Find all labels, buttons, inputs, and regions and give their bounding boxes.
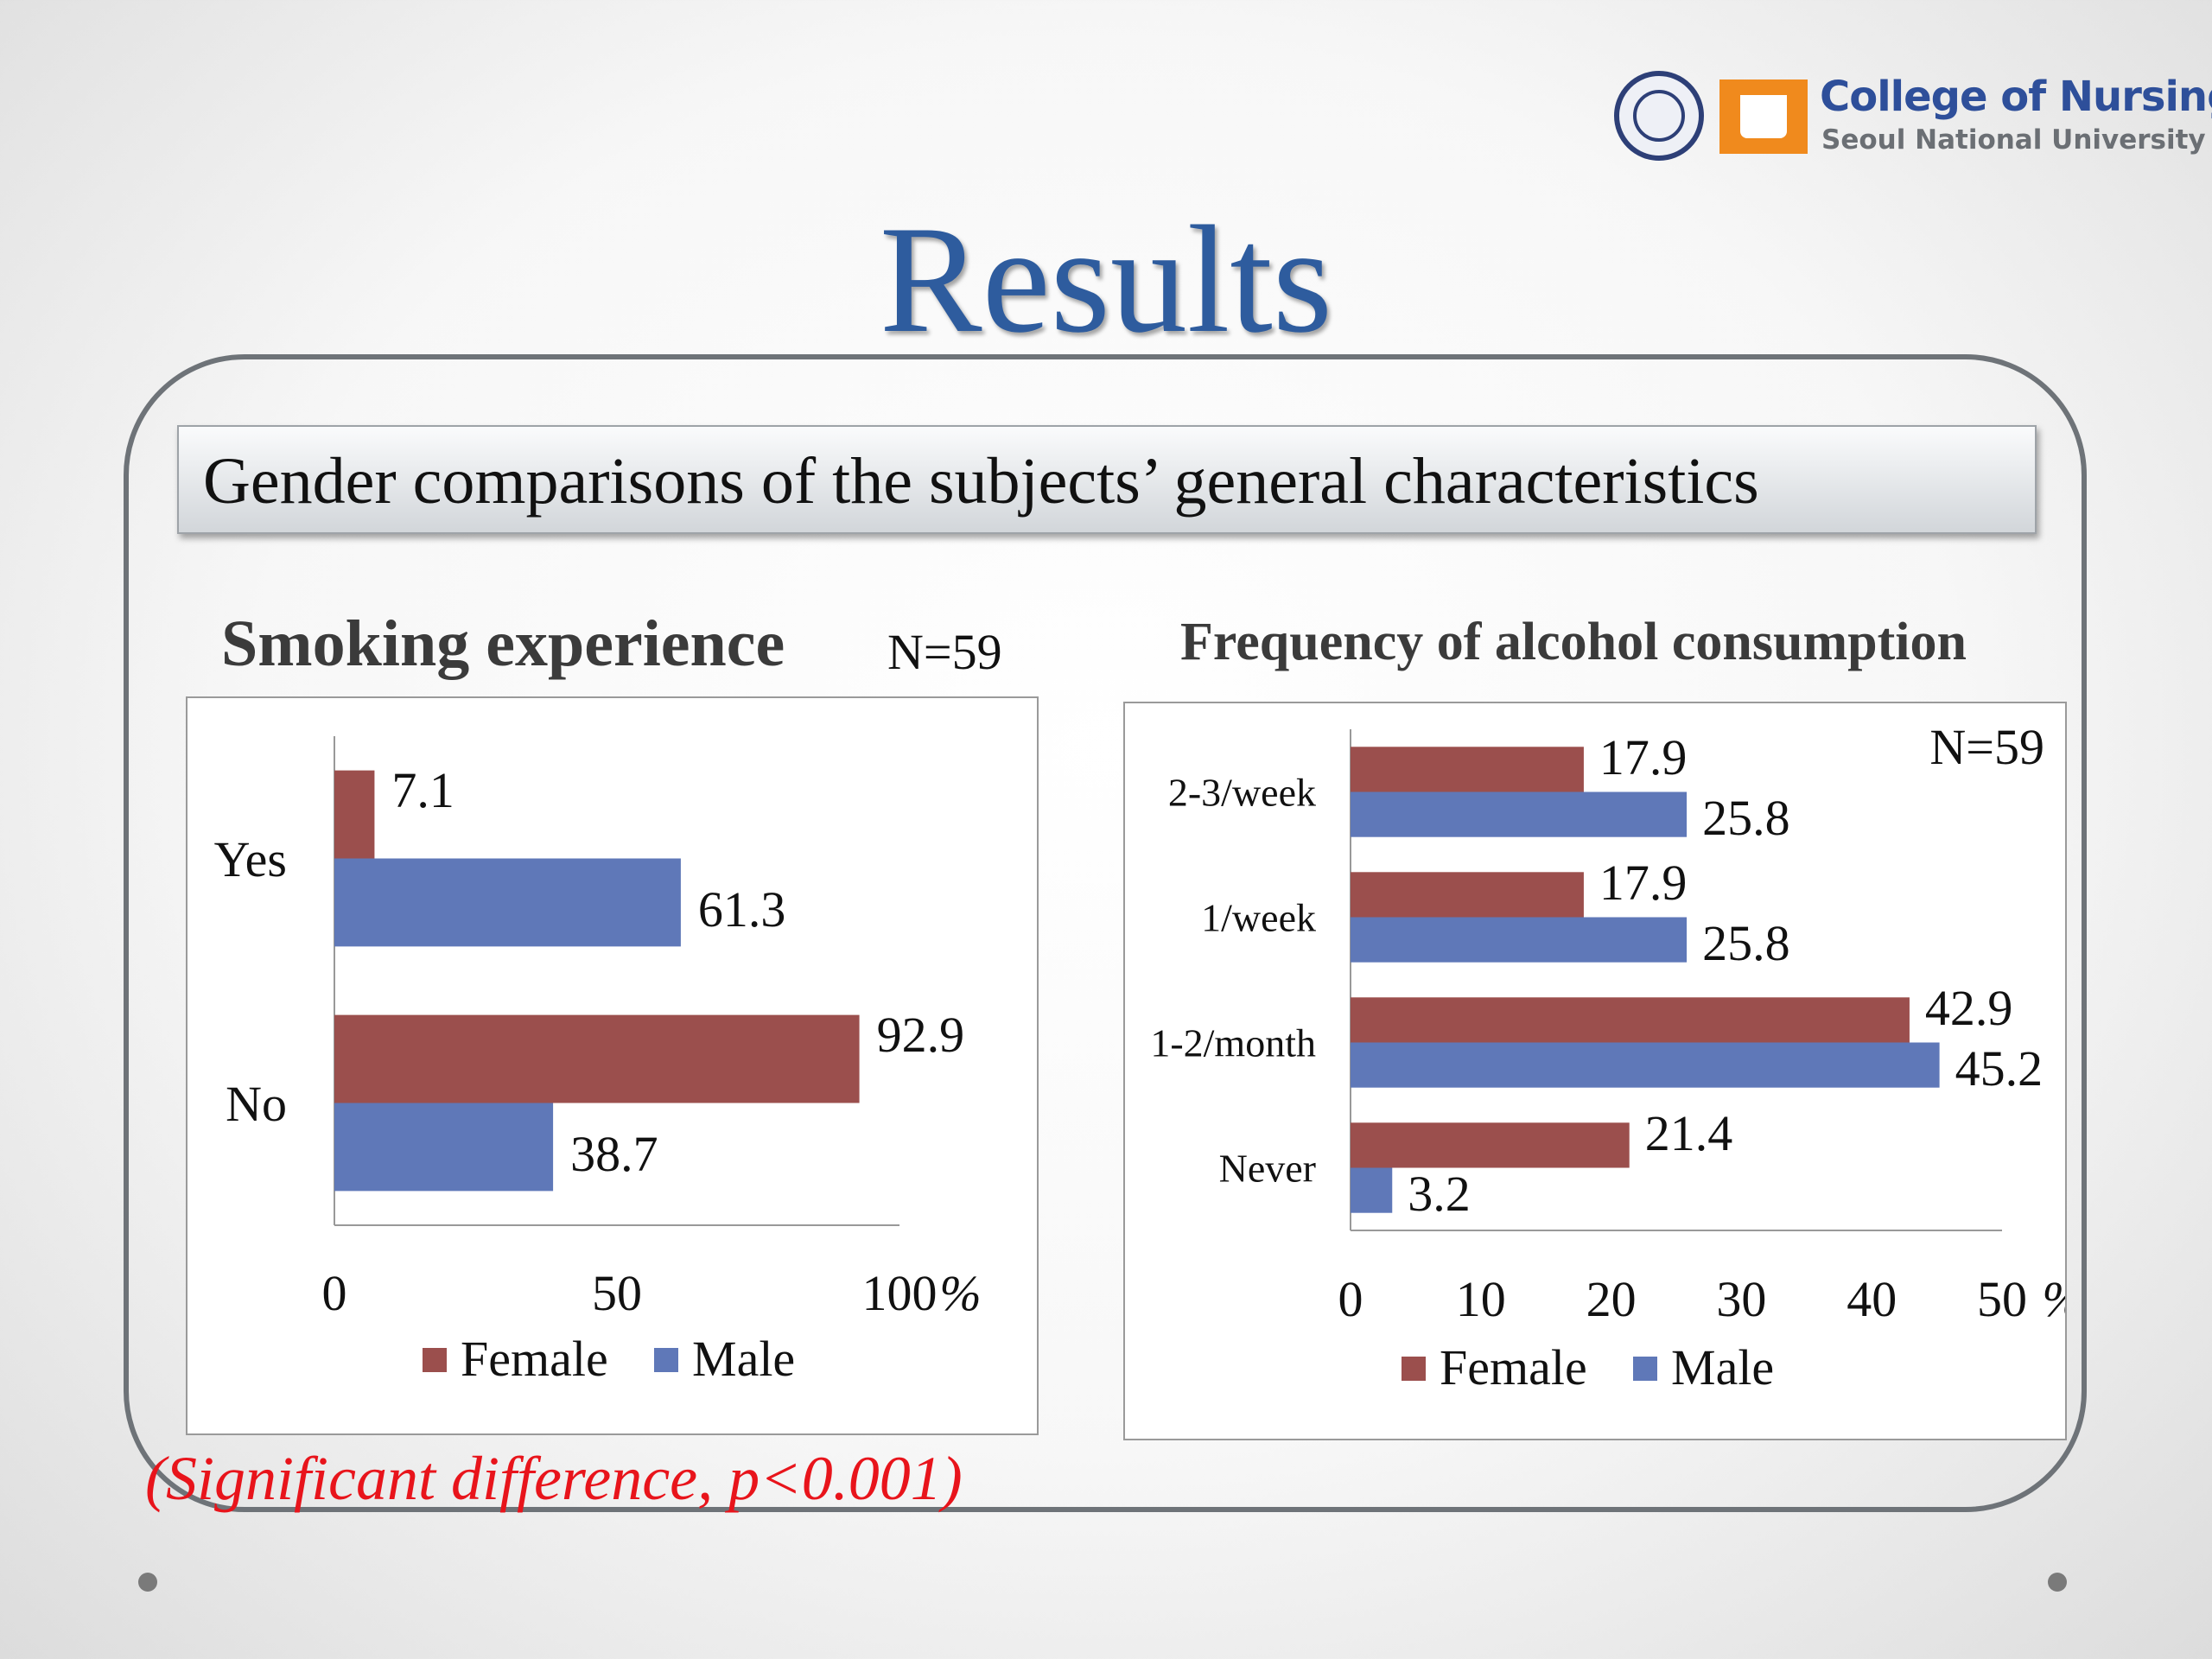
x-tick-label-100: 100	[862, 1265, 938, 1321]
x-tick-label-50: 50	[1977, 1271, 2027, 1327]
nursing-emblem-icon	[1719, 79, 1808, 154]
smoking-chart-svg: Yes 7.1 61.3 No 92.9 38.7 0 50 100 % Female Male	[214, 736, 982, 1387]
smoking-chart-n-label: N=59	[887, 624, 1002, 680]
bar-female-1-2-month	[1351, 997, 1910, 1043]
data-label-male-yes: 61.3	[698, 881, 786, 938]
category-label-yes: Yes	[214, 831, 287, 887]
legend-swatch-female	[1402, 1357, 1426, 1381]
data-label-male-1-2-month: 45.2	[1955, 1040, 2044, 1096]
bar-male-yes	[334, 858, 681, 947]
bar-female-yes	[334, 770, 375, 859]
x-tick-label-0: 0	[322, 1265, 347, 1321]
slide-title: Results	[879, 194, 1333, 365]
category-label-1-week: 1/week	[1201, 896, 1316, 940]
category-label-1-2-month: 1-2/month	[1150, 1021, 1316, 1065]
legend-swatch-female	[423, 1348, 447, 1372]
college-logo: College of Nursing Seoul National Univer…	[1609, 67, 2212, 167]
bar-male-1-2-month	[1351, 1042, 1940, 1088]
data-label-male-never: 3.2	[1408, 1166, 1471, 1222]
data-label-male-1-week: 25.8	[1702, 915, 1790, 971]
x-tick-label-20: 20	[1586, 1271, 1637, 1327]
decorative-dot-left	[138, 1573, 157, 1592]
legend-swatch-male	[654, 1348, 678, 1372]
bar-male-no	[334, 1103, 554, 1192]
content-frame	[124, 354, 2087, 1512]
bar-female-no	[334, 1014, 860, 1103]
x-tick-label-50: 50	[592, 1265, 642, 1321]
data-label-male-2-3-week: 25.8	[1702, 790, 1790, 846]
bar-male-1-week	[1351, 917, 1688, 963]
logo-university-name: Seoul National University	[1821, 124, 2206, 156]
subtitle-box: Gender comparisons of the subjects’ gene…	[177, 425, 2037, 534]
data-label-male-no: 38.7	[570, 1126, 658, 1182]
category-label-no: No	[226, 1076, 287, 1132]
x-tick-label-40: 40	[1847, 1271, 1897, 1327]
smoking-chart: Yes 7.1 61.3 No 92.9 38.7 0 50 100% Female Male	[186, 696, 1039, 1435]
alcohol-chart: 2-3/week 17.9 25.8 1/week 17.9 25.8 1-2/month 4…	[1123, 702, 2084, 1440]
x-tick-label-10: 10	[1456, 1271, 1506, 1327]
alcohol-chart-svg: 2-3/week17.925.81/week17.925.81-2/month4…	[1150, 719, 2083, 1395]
bar-female-never	[1351, 1122, 1630, 1168]
legend-label-male: Male	[1671, 1339, 1774, 1395]
bar-female-2-3-week	[1351, 747, 1584, 792]
significance-note: (Significant difference, p<0.001)	[145, 1444, 963, 1513]
legend-label-female: Female	[1440, 1339, 1587, 1395]
data-label-female-1-2-month: 42.9	[1925, 980, 2013, 1036]
data-label-female-1-week: 17.9	[1599, 855, 1688, 911]
legend-label-male: Male	[692, 1331, 795, 1387]
university-seal-icon	[1614, 71, 1704, 161]
smoking-chart-title: Smoking experience	[221, 607, 785, 680]
data-label-female-never: 21.4	[1645, 1105, 1733, 1161]
bar-female-1-week	[1351, 872, 1584, 918]
alcohol-chart-title: Frequency of alcohol consumption	[1180, 613, 1967, 671]
legend-label-female: Female	[461, 1331, 608, 1387]
data-label-female-2-3-week: 17.9	[1599, 729, 1688, 785]
chart-n-label: N=59	[1929, 719, 2044, 775]
decorative-dot-right	[2048, 1573, 2067, 1592]
legend-swatch-male	[1633, 1357, 1657, 1381]
category-label-2-3-week: 2-3/week	[1168, 771, 1316, 815]
x-tick-label-0: 0	[1338, 1271, 1363, 1327]
logo-college-name: College of Nursing	[1820, 73, 2212, 121]
data-label-female-yes: 7.1	[391, 762, 454, 818]
x-unit-label: %	[2042, 1271, 2065, 1327]
category-label-never: Never	[1219, 1147, 1316, 1191]
bar-male-2-3-week	[1351, 791, 1688, 837]
subtitle-text: Gender comparisons of the subjects’ gene…	[203, 445, 1759, 518]
x-unit-label: %	[939, 1265, 981, 1321]
bar-male-never	[1351, 1167, 1393, 1213]
x-tick-label-30: 30	[1716, 1271, 1766, 1327]
data-label-female-no: 92.9	[877, 1007, 964, 1063]
